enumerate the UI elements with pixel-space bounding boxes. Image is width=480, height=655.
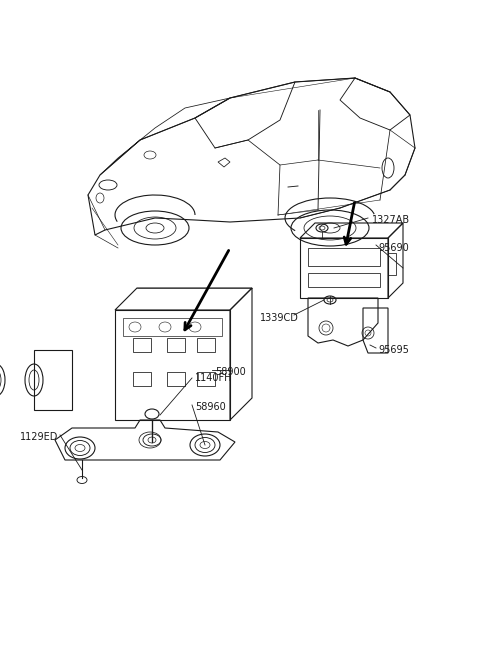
Bar xyxy=(34,350,72,410)
Bar xyxy=(197,372,215,386)
Bar xyxy=(197,338,215,352)
Text: 95695: 95695 xyxy=(378,345,409,355)
Bar xyxy=(133,338,151,352)
Bar xyxy=(167,372,185,386)
Text: 1327AB: 1327AB xyxy=(372,215,410,225)
Bar xyxy=(115,310,230,420)
Text: 95690: 95690 xyxy=(378,243,409,253)
Bar xyxy=(167,338,185,352)
Text: 1339CD: 1339CD xyxy=(260,313,299,323)
Bar xyxy=(308,248,380,266)
Bar xyxy=(133,372,151,386)
Text: 1129ED: 1129ED xyxy=(20,432,59,442)
Text: 1140FH: 1140FH xyxy=(195,373,232,383)
Bar xyxy=(308,273,380,287)
Text: 58900: 58900 xyxy=(215,367,246,377)
Text: 58960: 58960 xyxy=(195,402,226,412)
Bar xyxy=(123,318,222,336)
Bar xyxy=(388,253,396,275)
Bar xyxy=(300,238,388,298)
